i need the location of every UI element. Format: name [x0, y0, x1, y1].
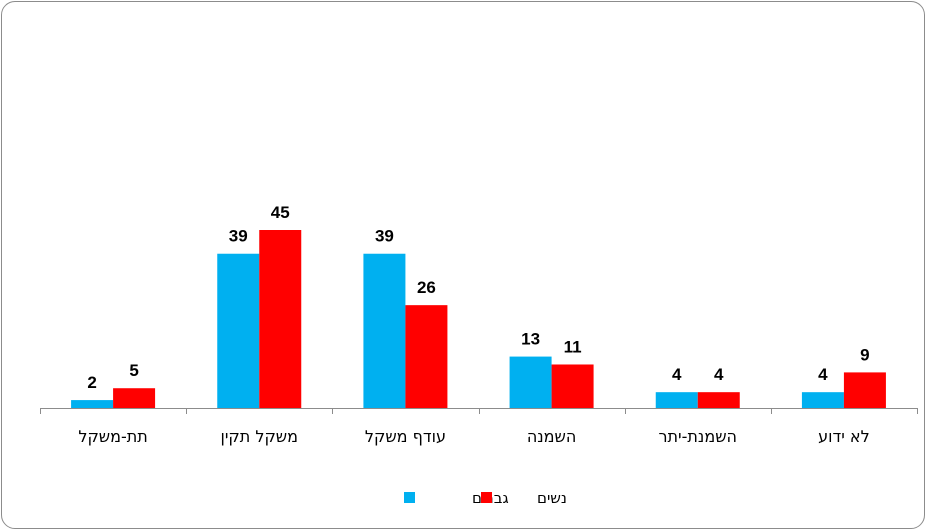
legend: גברים נשים	[404, 489, 567, 507]
category-label: משקל תקין	[220, 427, 298, 446]
legend-swatch-women	[481, 492, 492, 503]
data-label: 45	[271, 203, 290, 222]
bar-men	[509, 356, 552, 408]
data-label: 13	[521, 330, 540, 349]
bar-women	[259, 230, 302, 408]
x-axis-ticks	[40, 408, 918, 414]
legend-label-women: נשים	[537, 489, 567, 507]
data-label: 4	[672, 365, 682, 384]
category-label: עודף משקל	[365, 427, 446, 446]
bar-men	[363, 253, 406, 408]
category-label: השמנה	[527, 427, 577, 446]
bar-women	[113, 388, 156, 408]
category-labels: תת-משקל משקל תקין עודף משקל השמנה השמנת-יתר ל…	[78, 427, 869, 446]
bar-women	[697, 392, 740, 408]
data-label: 2	[87, 373, 96, 392]
bar-women	[843, 372, 886, 408]
bar-men	[217, 253, 260, 408]
bar-women	[551, 364, 594, 408]
category-label: תת-משקל	[78, 427, 147, 446]
category-label: לא ידוע	[818, 427, 870, 446]
bar-men	[71, 400, 114, 408]
data-label: 4	[818, 365, 828, 384]
data-label: 9	[860, 345, 869, 364]
data-label: 26	[417, 278, 436, 297]
category-label: השמנת-יתר	[659, 427, 737, 446]
data-labels-layer: 2 5 39 45 39 26 13 11 4 4 4 9	[87, 203, 869, 392]
data-label: 11	[564, 337, 582, 356]
bar-men	[655, 392, 698, 408]
legend-swatch-men	[404, 492, 415, 503]
data-label: 5	[129, 361, 138, 380]
bar-women	[405, 305, 448, 408]
data-label: 4	[714, 365, 724, 384]
data-label: 39	[229, 227, 248, 246]
bar-men	[801, 392, 844, 408]
bars-layer	[71, 230, 886, 408]
data-label: 39	[375, 227, 394, 246]
